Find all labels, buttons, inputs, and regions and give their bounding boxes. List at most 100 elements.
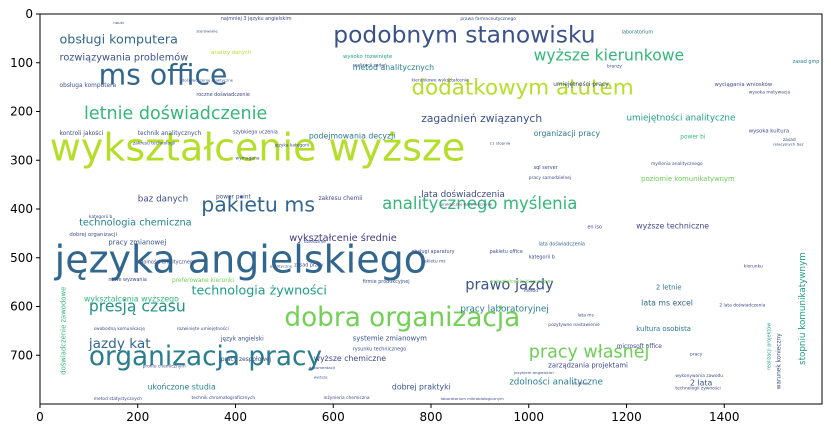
word-70: pracy samodzielnej [529, 175, 571, 181]
word-31: wyższe techniczne [636, 222, 709, 231]
word-18: rozwiązywania problemów [60, 51, 189, 63]
word-51: pracy zespołowej [221, 357, 272, 363]
word-114: relacyjnych baz [773, 142, 803, 147]
plot-area [40, 14, 822, 404]
word-111: praktyczne doświadczenie [441, 202, 493, 207]
word-63: najmniej 3 języku angielskim [221, 16, 292, 22]
word-46: technik analitycznych [138, 131, 202, 137]
y-tick-label: 600 [10, 300, 33, 314]
word-35: systemie zmianowym [353, 335, 427, 343]
word-1: języka angielskiego [54, 237, 427, 281]
x-tick-label: 1000 [513, 410, 544, 424]
x-tick-label: 800 [420, 410, 443, 424]
word-57: wysoka kultura [749, 128, 789, 134]
word-88: metod statystycznych [94, 396, 143, 402]
word-83: microsoft office [617, 344, 663, 350]
word-72: pakietu office [490, 249, 523, 255]
word-20: technologia chemiczna [79, 218, 192, 229]
y-tick-label: 300 [10, 153, 33, 167]
x-tick-label: 1400 [709, 410, 740, 424]
word-32: metod analitycznych [353, 63, 434, 72]
word-62: realizacji zadań [353, 62, 387, 69]
x-tick-label: 600 [322, 410, 345, 424]
word-21: lata doświadczenia [421, 189, 505, 200]
word-69: wymagana [236, 156, 260, 161]
y-tick-label: 700 [10, 348, 33, 362]
word-66: roczne doświadczenie [196, 91, 249, 98]
word-37: lata ms excel [641, 299, 693, 308]
word-105: kategorii b [89, 214, 113, 220]
word-75: zasad pracy [294, 263, 323, 269]
word-85: wykonywania zawodu [675, 373, 723, 379]
word-102: kierunkowe wykształcenie [411, 77, 469, 83]
word-53: zasad gmp [793, 59, 820, 65]
word-107: branży [607, 64, 622, 70]
word-17: zagadnień związanych [421, 112, 542, 125]
word-71: obsługi aparatury [411, 249, 454, 255]
word-7: pakietu ms [201, 192, 315, 216]
word-41: doświadczenie zawodowe [59, 287, 67, 375]
word-16: technologia żywności [192, 282, 327, 297]
word-84: pozytywne nastawienie [548, 322, 600, 328]
x-tick-label: 200 [126, 410, 149, 424]
word-58: sql server [534, 165, 558, 171]
word-54: wyciągania wniosków [714, 81, 772, 88]
word-82: rysunku technicznego [353, 346, 406, 352]
x-axis: 0 200 400 600 800 1000 1200 1400 [36, 404, 740, 424]
word-95: lata ms [578, 312, 595, 318]
word-13: obsługi komputera [60, 31, 178, 46]
word-27: organizacji pracy [534, 129, 601, 138]
word-3: dobra organizacja [284, 303, 520, 333]
word-94: wysoka motywacja [749, 89, 791, 95]
word-48: zakresu chemii [319, 196, 363, 202]
word-59: dobrej organizacji [69, 232, 117, 238]
word-112: nauki [113, 20, 124, 25]
word-109: zasad [783, 137, 796, 143]
word-5: ms office [99, 59, 228, 92]
word-97: kierunku [744, 264, 763, 270]
word-79: nowe wyzwania [108, 277, 146, 283]
y-tick-label: 100 [10, 56, 33, 70]
word-60: analizy danych [211, 50, 251, 56]
word-100: 2 lata doświadczenia [719, 302, 765, 309]
x-tick-label: 400 [224, 410, 247, 424]
word-80: swobodną komunikację [94, 326, 145, 332]
word-9: analitycznego myślenia [382, 194, 577, 213]
word-98: profilu chemicznym [143, 363, 186, 369]
word-78: wykształcenie kierunkowe [490, 279, 554, 285]
word-26: wykształcenia wyższego [84, 295, 179, 304]
word-52: preferowane kierunki [172, 278, 234, 284]
word-24: baz danych [138, 195, 188, 205]
word-34: zarządzania projektami [548, 361, 628, 369]
word-43: lata doświadczenia [539, 241, 586, 248]
word-49: power point [216, 194, 252, 200]
word-91: technologii żywności [675, 384, 720, 391]
word-74: kategorii b [529, 255, 555, 261]
word-104: języka kategorii [274, 143, 310, 149]
word-40: stopniu komunikatywnym [798, 252, 808, 365]
word-89: laboratorium mikrobiologicznym [441, 396, 504, 401]
word-99: dokumentacji [309, 365, 335, 370]
word-2: organizacja pracy [89, 342, 322, 372]
word-81: rozwinięte umiejętności [177, 325, 229, 332]
y-axis: 0 100 200 300 400 500 600 700 [10, 7, 40, 362]
word-61: wysoko rozwinięte [343, 54, 393, 60]
word-42: poziomie komunikatywnym [641, 175, 735, 183]
word-15: jazdy kat [88, 336, 151, 352]
word-117: sterowanie [196, 29, 218, 34]
word-65: laboratorium [622, 30, 654, 36]
word-8: letnie doświadczenie [84, 104, 267, 124]
word-110: doświadczenie praktyczne [182, 77, 234, 82]
word-11: pracy własnej [529, 343, 650, 363]
word-10: wyższe kierunkowe [534, 46, 685, 64]
word-108: metod [524, 288, 538, 294]
word-73: en iso [587, 225, 602, 231]
word-86: technik chromatograficznych [192, 395, 256, 401]
word-116: 11 stopnia [490, 141, 511, 146]
word-68: zakresu technologii [133, 141, 175, 147]
word-103: dziedzinie [304, 239, 326, 245]
word-93: realizacji projektów [766, 323, 773, 370]
y-tick-label: 400 [10, 202, 33, 216]
word-36: kultura osobista [636, 325, 691, 333]
x-tick-label: 0 [36, 410, 44, 424]
